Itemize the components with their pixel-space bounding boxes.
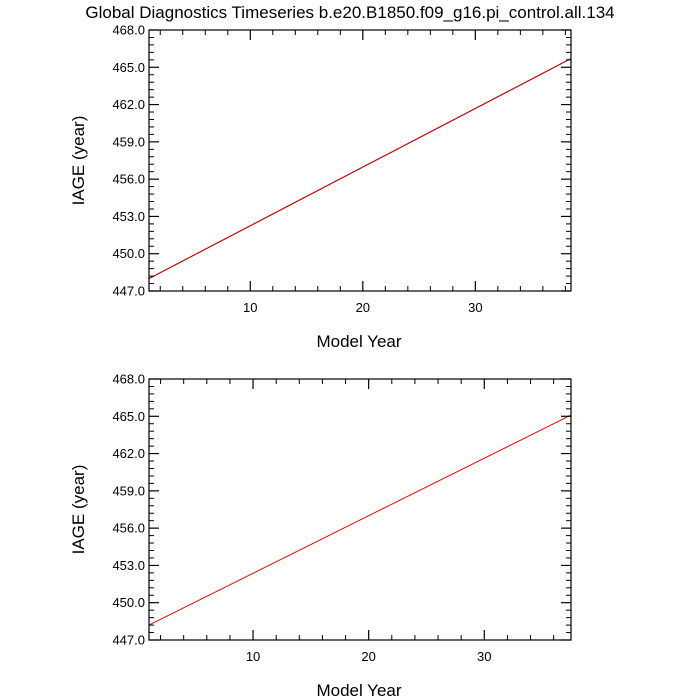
chart-panel-1: 10 20 30 447.0 450.0 453.0 456.0 459.0 462.0 465.… [69, 23, 572, 351]
y-tick-label: 447.0 [112, 633, 145, 648]
y-tick-label: 465.0 [112, 409, 145, 424]
y-tick-label: 459.0 [112, 483, 145, 498]
y-tick-label: 456.0 [112, 521, 145, 536]
y-tick-label: 462.0 [112, 446, 145, 461]
chart-panel-2: 10 20 30 447.0 450.0 453.0 456.0 459.0 462.0 465.… [69, 372, 572, 700]
plot-frame [148, 378, 572, 641]
x-axis-label: Model Year [316, 681, 401, 700]
y-tick-label: 456.0 [112, 172, 145, 187]
x-axis-label: Model Year [316, 332, 401, 351]
series-line-1 [148, 414, 572, 626]
y-tick-label: 468.0 [112, 23, 145, 38]
plot-frame [148, 29, 572, 292]
y-axis-label: IAGE (year) [69, 465, 88, 555]
y-tick-label: 450.0 [112, 595, 145, 610]
x-tick-label: 10 [246, 649, 260, 664]
y-tick-label: 465.0 [112, 60, 145, 75]
y-tick-label: 450.0 [112, 246, 145, 261]
figure-title: Global Diagnostics Timeseries b.e20.B185… [85, 3, 614, 22]
series-line-2 [148, 58, 572, 280]
y-axis-label: IAGE (year) [69, 116, 88, 206]
x-tick-label: 30 [468, 300, 482, 315]
y-tick-label: 462.0 [112, 97, 145, 112]
x-tick-label: 10 [243, 300, 257, 315]
y-tick-label: 453.0 [112, 209, 145, 224]
y-tick-label: 468.0 [112, 372, 145, 387]
y-tick-label: 447.0 [112, 284, 145, 299]
x-tick-label: 20 [361, 649, 375, 664]
x-tick-label: 20 [356, 300, 370, 315]
y-tick-label: 459.0 [112, 134, 145, 149]
y-tick-label: 453.0 [112, 558, 145, 573]
x-tick-label: 30 [477, 649, 491, 664]
